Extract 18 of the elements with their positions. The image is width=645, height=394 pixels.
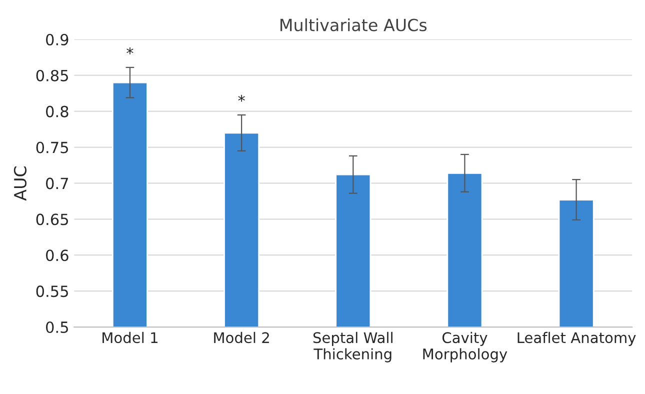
y-axis-title: AUC bbox=[14, 166, 27, 201]
y-tick-label: 0.85 bbox=[36, 70, 68, 82]
x-tick-label: Septal Wall Thickening bbox=[313, 332, 392, 362]
y-tick-label: 0.55 bbox=[36, 286, 68, 298]
data-label: * bbox=[126, 47, 134, 54]
y-tick-label: 0.9 bbox=[46, 34, 68, 46]
x-tick-label: Cavity Morphology bbox=[423, 332, 508, 362]
y-tick-label: 0.8 bbox=[46, 106, 68, 118]
y-tick-label: 0.7 bbox=[46, 178, 68, 190]
x-tick-label: Model 2 bbox=[214, 332, 269, 344]
y-tick-label: 0.75 bbox=[36, 142, 68, 154]
chart-title: Multivariate AUCs bbox=[280, 18, 427, 32]
y-tick-label: 0.65 bbox=[36, 214, 68, 226]
y-tick-label: 0.5 bbox=[46, 321, 68, 334]
x-tick-label: Leaflet Anatomy bbox=[518, 332, 636, 346]
data-label: * bbox=[238, 94, 245, 102]
y-tick-label: 0.6 bbox=[46, 250, 68, 262]
x-tick-label: Model 1 bbox=[102, 332, 158, 344]
